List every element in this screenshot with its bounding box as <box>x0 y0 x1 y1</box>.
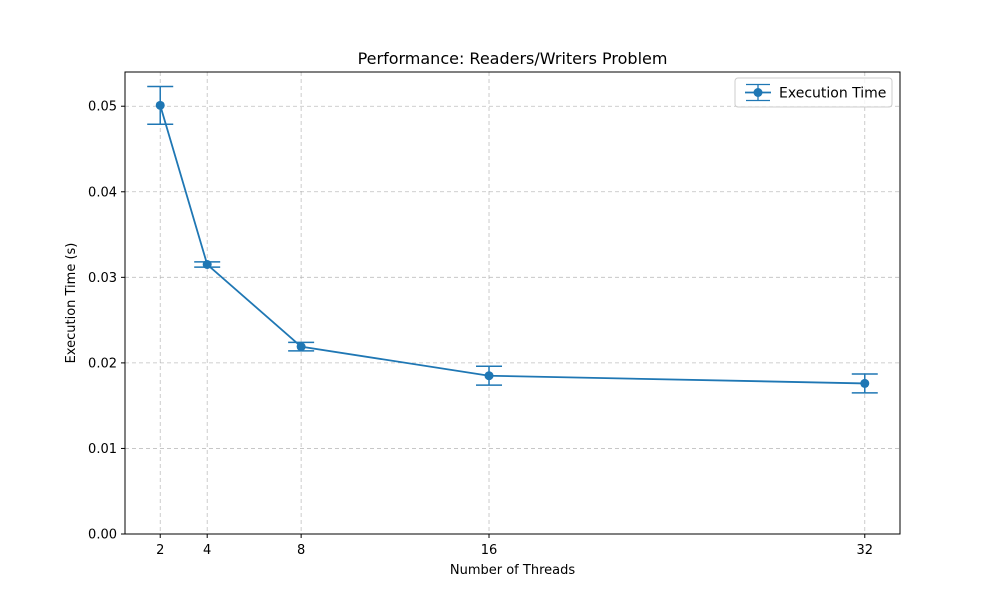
x-axis-label: Number of Threads <box>450 563 575 578</box>
x-tick-label: 32 <box>856 543 873 558</box>
legend-swatch <box>745 83 771 102</box>
data-point <box>155 100 165 110</box>
y-tick-label: 0.00 <box>88 528 117 543</box>
x-tick-label: 4 <box>203 543 211 558</box>
data-point <box>860 378 870 388</box>
y-tick-label: 0.03 <box>88 271 117 286</box>
ticks: 2 4 8 16 32 0.00 0.01 0.02 0.03 0.04 0.05 <box>88 100 873 558</box>
legend: Execution Time <box>734 77 893 108</box>
chart-title: Performance: Readers/Writers Problem <box>358 49 668 68</box>
legend-box <box>734 77 893 108</box>
y-tick-label: 0.01 <box>88 442 117 457</box>
y-axis-label: Execution Time (s) <box>64 243 79 364</box>
series-layer <box>147 85 878 394</box>
data-point <box>202 260 212 269</box>
x-tick-label: 8 <box>297 543 305 558</box>
legend-label: Execution Time <box>779 86 886 102</box>
legend-marker <box>753 88 763 97</box>
y-tick-label: 0.05 <box>88 100 117 115</box>
data-point <box>296 342 306 352</box>
y-tick-label: 0.04 <box>88 185 117 200</box>
x-tick-label: 16 <box>481 543 498 558</box>
axes-frame <box>124 71 901 535</box>
y-tick-label: 0.02 <box>88 356 117 371</box>
x-tick-label: 2 <box>156 543 164 558</box>
data-point <box>484 371 494 381</box>
